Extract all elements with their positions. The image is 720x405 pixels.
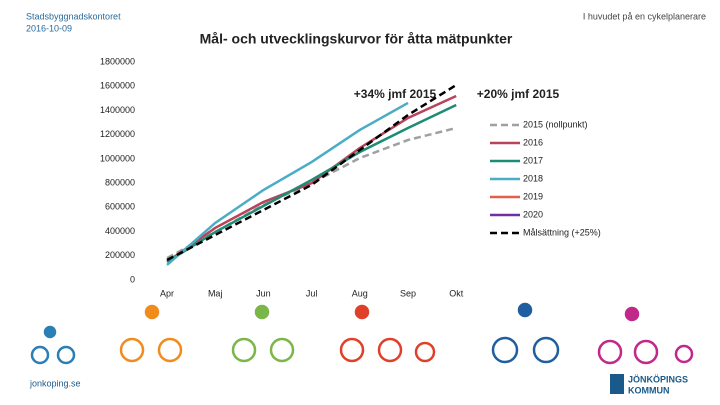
x-tick-label: Jul	[306, 288, 318, 298]
x-tick-label: Sep	[400, 288, 416, 298]
series-line	[166, 94, 457, 263]
series-line	[166, 126, 457, 260]
y-tick-label: 0	[130, 274, 135, 284]
annotation: +20% jmf 2015	[477, 87, 560, 101]
series-line	[166, 83, 457, 262]
legend-label: Målsättning (+25%)	[523, 227, 601, 237]
org-name: Stadsbyggnadskontoret	[26, 11, 121, 21]
footer-site: jonkoping.se	[29, 378, 81, 388]
logo-text: KOMMUN	[628, 385, 670, 395]
logo-mark	[610, 374, 624, 394]
legend-label: 2016	[523, 137, 543, 147]
legend-label: 2017	[523, 155, 543, 165]
x-tick-label: Okt	[449, 288, 464, 298]
date: 2016-10-09	[26, 23, 72, 33]
y-tick-label: 800000	[105, 177, 135, 187]
legend-label: 2018	[523, 173, 543, 183]
x-tick-label: Aug	[352, 288, 368, 298]
y-tick-label: 1600000	[100, 81, 135, 91]
chart-title: Mål- och utvecklingskurvor för åtta mätp…	[200, 31, 513, 47]
annotation: +34% jmf 2015	[354, 87, 437, 101]
y-tick-label: 1400000	[100, 105, 135, 115]
y-tick-label: 1200000	[100, 129, 135, 139]
cyclists	[30, 302, 694, 365]
legend-label: 2015 (nollpunkt)	[523, 119, 588, 129]
y-tick-label: 600000	[105, 202, 135, 212]
series-line	[166, 101, 409, 266]
tagline: I huvudet på en cykelplanerare	[583, 11, 706, 21]
x-tick-label: Apr	[160, 288, 174, 298]
y-tick-label: 400000	[105, 226, 135, 236]
y-tick-label: 1000000	[100, 153, 135, 163]
x-tick-label: Jun	[256, 288, 271, 298]
y-tick-label: 1800000	[100, 56, 135, 66]
x-tick-label: Maj	[208, 288, 223, 298]
y-tick-label: 200000	[105, 250, 135, 260]
logo-text: JÖNKÖPINGS	[628, 374, 688, 384]
series-line	[166, 103, 457, 264]
legend-label: 2019	[523, 191, 543, 201]
legend-label: 2020	[523, 209, 543, 219]
